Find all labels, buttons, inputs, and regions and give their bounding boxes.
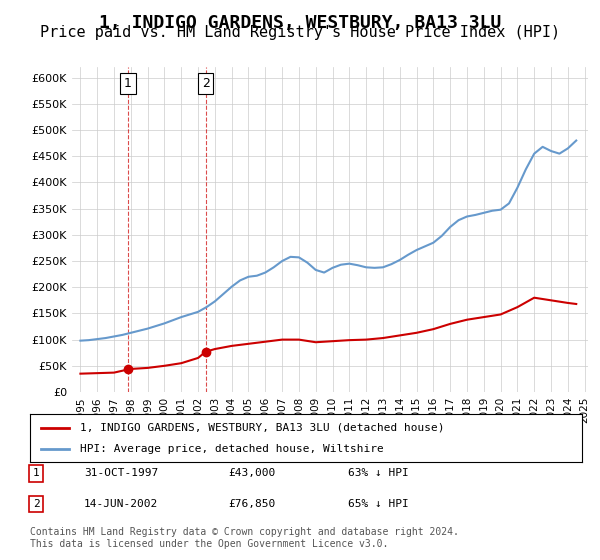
Text: 1: 1 [124,77,132,90]
Text: 63% ↓ HPI: 63% ↓ HPI [348,468,409,478]
Text: 14-JUN-2002: 14-JUN-2002 [84,499,158,509]
Text: Price paid vs. HM Land Registry's House Price Index (HPI): Price paid vs. HM Land Registry's House … [40,25,560,40]
Text: 1: 1 [32,468,40,478]
Text: £76,850: £76,850 [228,499,275,509]
Text: Contains HM Land Registry data © Crown copyright and database right 2024.
This d: Contains HM Land Registry data © Crown c… [30,527,459,549]
Text: 65% ↓ HPI: 65% ↓ HPI [348,499,409,509]
Text: 2: 2 [202,77,209,90]
Text: 31-OCT-1997: 31-OCT-1997 [84,468,158,478]
Text: 1, INDIGO GARDENS, WESTBURY, BA13 3LU: 1, INDIGO GARDENS, WESTBURY, BA13 3LU [99,14,501,32]
Text: £43,000: £43,000 [228,468,275,478]
Text: HPI: Average price, detached house, Wiltshire: HPI: Average price, detached house, Wilt… [80,444,383,454]
Text: 1, INDIGO GARDENS, WESTBURY, BA13 3LU (detached house): 1, INDIGO GARDENS, WESTBURY, BA13 3LU (d… [80,423,444,433]
Text: 2: 2 [32,499,40,509]
